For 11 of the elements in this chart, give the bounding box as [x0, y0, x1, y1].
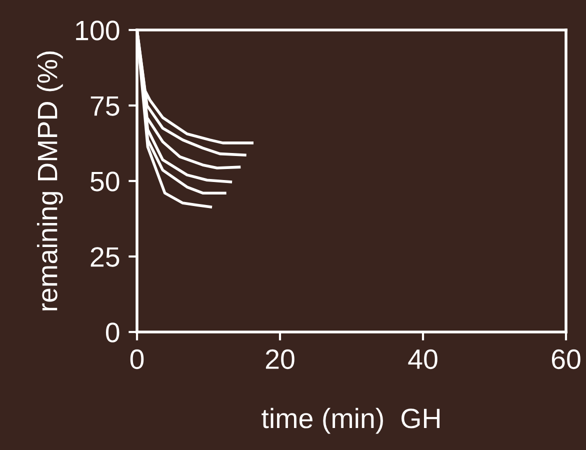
x-tick-label: 20: [266, 349, 294, 370]
x-tick-label: 60: [552, 349, 580, 370]
x-tick-label: 40: [408, 349, 438, 370]
y-tick-label: 75: [90, 96, 120, 116]
y-tick-label: 25: [90, 247, 120, 267]
x-tick-label: 0: [130, 349, 144, 370]
y-tick-label: 50: [90, 172, 120, 192]
y-axis-title: remaining DMPD (%): [36, 52, 63, 310]
y-tick-label: 100: [76, 20, 120, 40]
x-axis-title: time (min) GH: [262, 408, 440, 434]
y-tick-label: 0: [106, 322, 120, 342]
